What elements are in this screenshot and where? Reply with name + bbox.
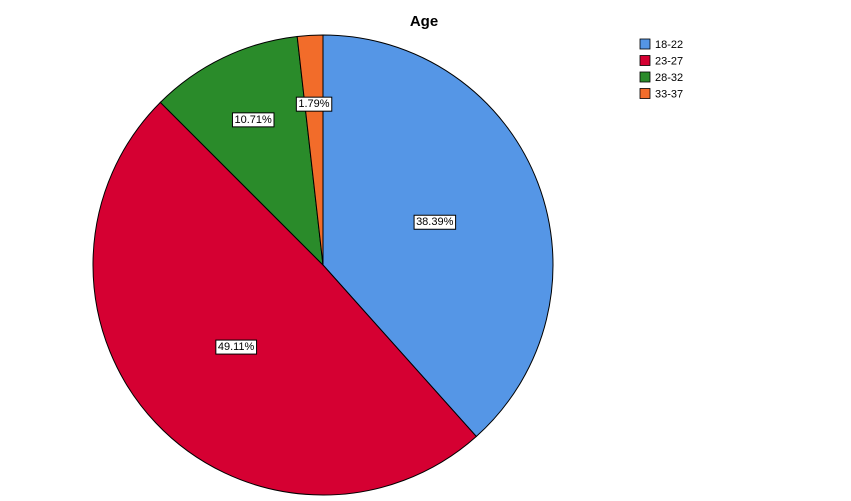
pie-slice bbox=[159, 35, 324, 267]
value-label: 38.39% bbox=[416, 216, 454, 228]
pie-slice bbox=[322, 34, 554, 438]
legend-swatch bbox=[639, 71, 651, 83]
value-label-box bbox=[413, 214, 457, 230]
legend-label: 33-37 bbox=[655, 88, 683, 100]
value-label: 10.71% bbox=[234, 114, 272, 126]
chart-title: Age bbox=[410, 13, 438, 30]
value-label-box bbox=[231, 112, 275, 128]
legend-label: 28-32 bbox=[655, 72, 683, 84]
legend-swatch bbox=[639, 88, 651, 99]
pie-slice bbox=[92, 101, 477, 496]
legend-label: 18-22 bbox=[655, 39, 683, 51]
value-label: 49.11% bbox=[218, 341, 255, 353]
value-label: 1.79% bbox=[298, 98, 329, 110]
legend-swatch bbox=[639, 38, 651, 50]
legend-swatch bbox=[639, 55, 651, 66]
value-label-box bbox=[215, 339, 258, 355]
value-label-box bbox=[295, 96, 333, 112]
pie-slice bbox=[296, 34, 324, 266]
legend-label: 23-27 bbox=[655, 55, 683, 67]
